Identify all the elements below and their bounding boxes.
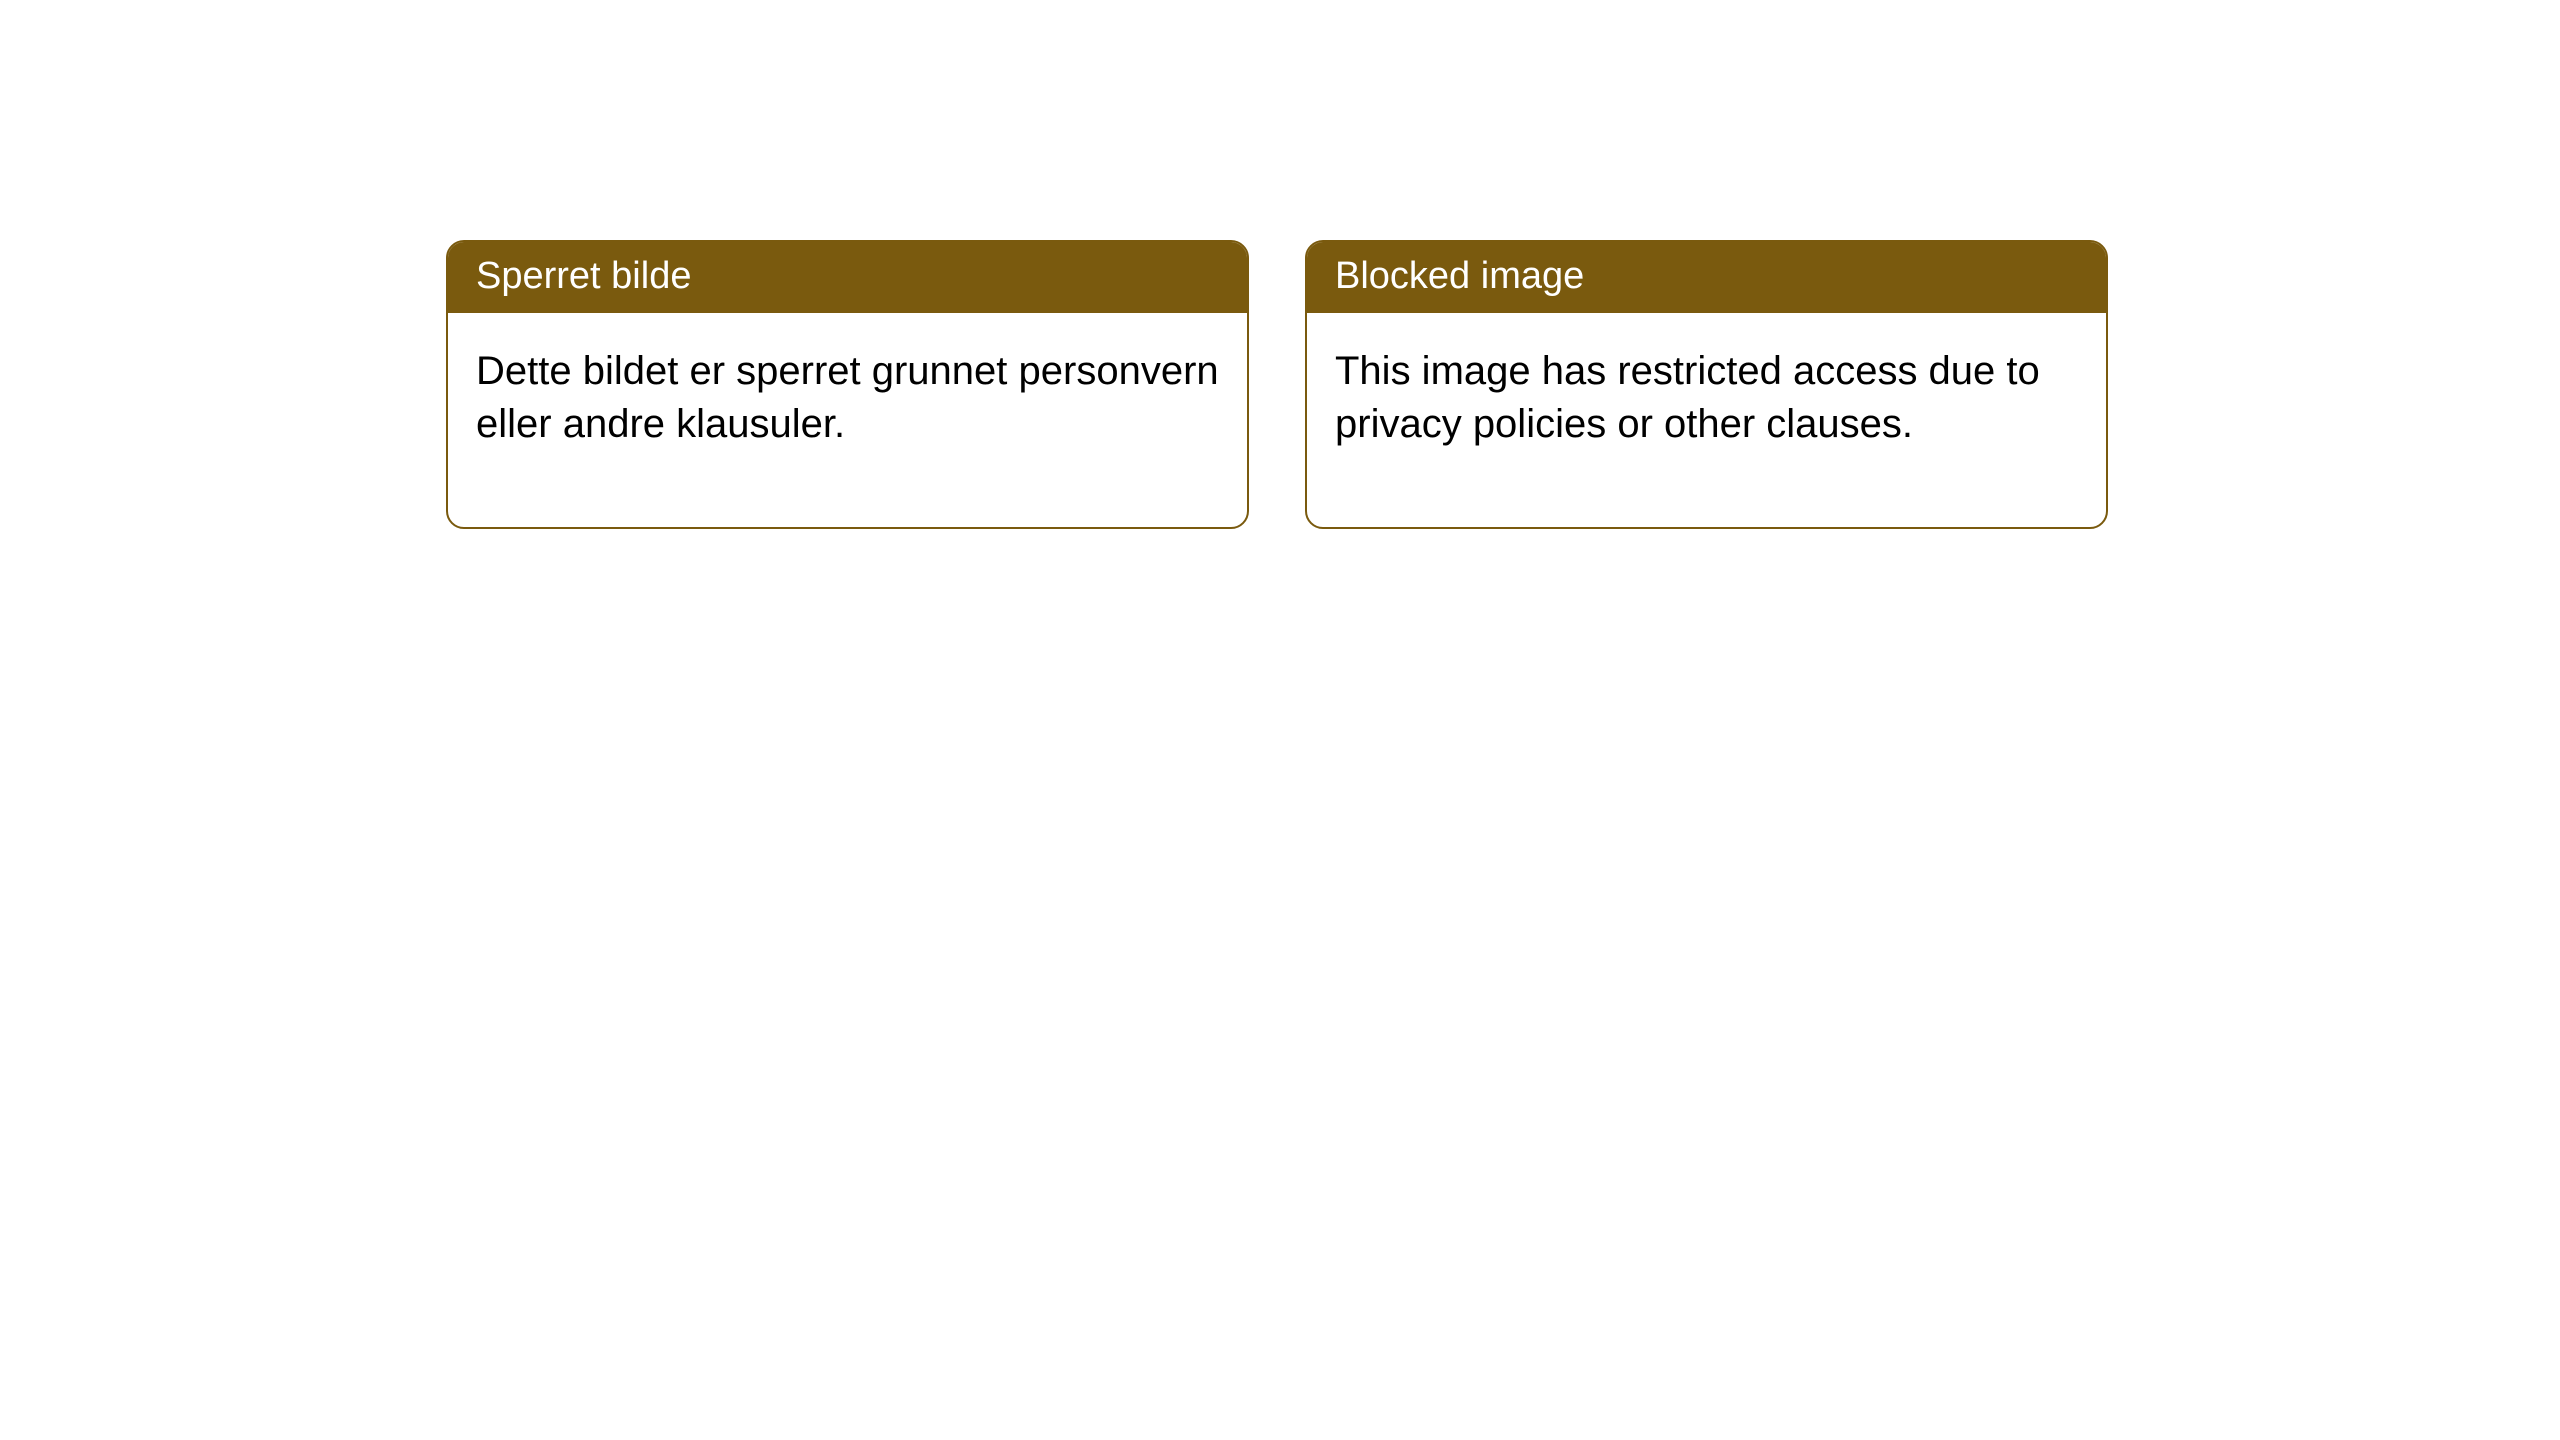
notice-body-no: Dette bildet er sperret grunnet personve… (448, 313, 1247, 527)
notice-body-en: This image has restricted access due to … (1307, 313, 2106, 527)
blocked-image-notices: Sperret bilde Dette bildet er sperret gr… (446, 240, 2108, 529)
notice-card-no: Sperret bilde Dette bildet er sperret gr… (446, 240, 1249, 529)
notice-title-en: Blocked image (1307, 242, 2106, 313)
notice-card-en: Blocked image This image has restricted … (1305, 240, 2108, 529)
notice-title-no: Sperret bilde (448, 242, 1247, 313)
